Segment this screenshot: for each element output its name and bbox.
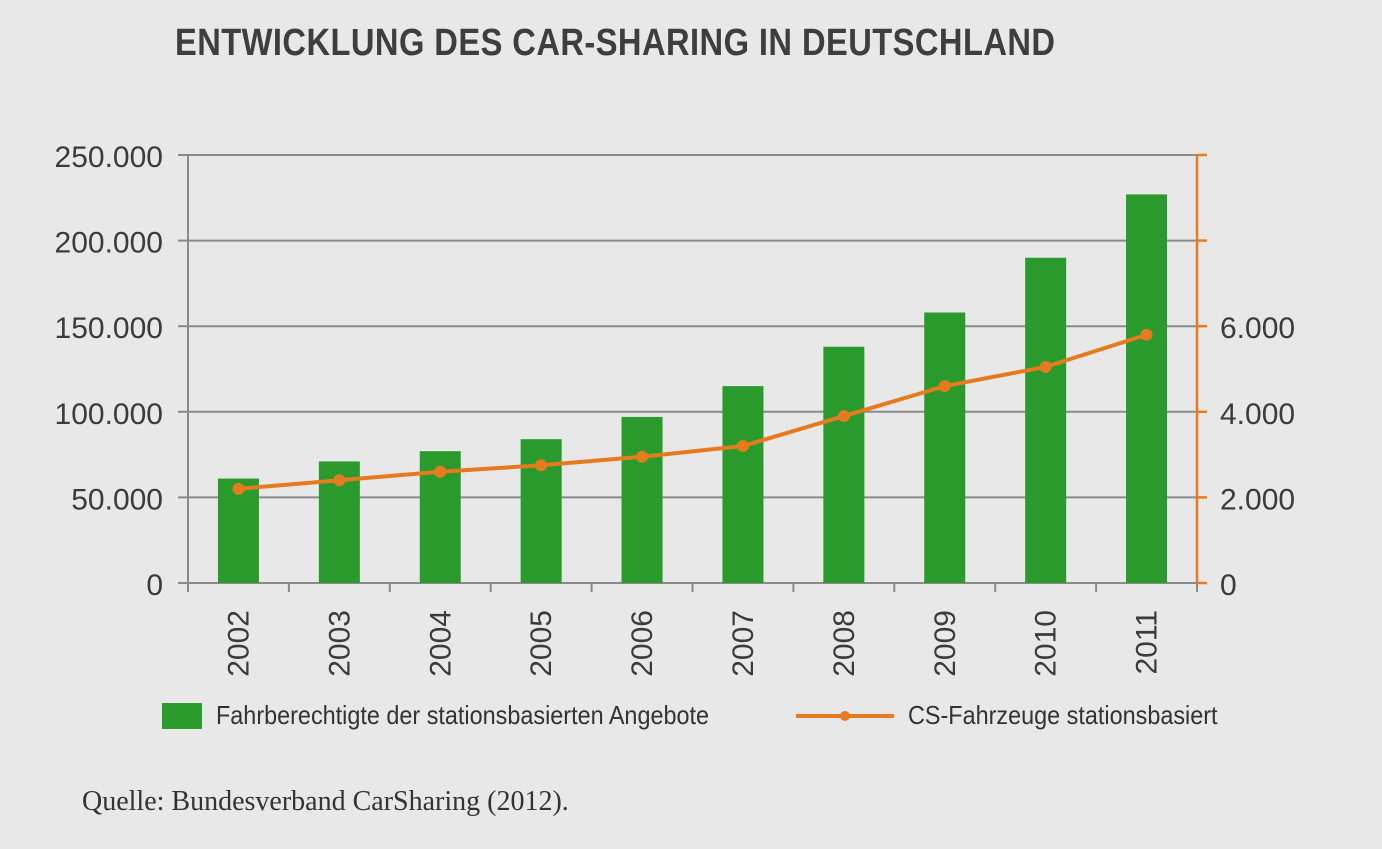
series-line xyxy=(238,332,1148,491)
bar-2010 xyxy=(1025,257,1067,583)
line-point-2004 xyxy=(434,465,447,478)
line-point-2002 xyxy=(232,482,245,495)
left-tick-label: 50.000 xyxy=(71,483,163,516)
bar-2009 xyxy=(924,312,966,583)
left-tick-label: 0 xyxy=(146,569,163,602)
legend-swatch-line-icon xyxy=(796,710,894,721)
right-tick-label: 4.000 xyxy=(1220,398,1295,431)
right-tick-label: 6.000 xyxy=(1220,312,1295,345)
line-point-2003 xyxy=(333,474,346,487)
bar-2011 xyxy=(1126,194,1168,583)
legend-label-bars: Fahrberechtigte der stationsbasierten An… xyxy=(216,700,710,730)
bar-2008 xyxy=(823,346,865,583)
bar-2007 xyxy=(722,386,764,583)
bar-2002 xyxy=(217,478,259,583)
x-tick-label: 2004 xyxy=(424,610,457,677)
left-tick-label: 150.000 xyxy=(55,312,163,345)
line-point-2005 xyxy=(535,459,548,472)
legend-item-bars: Fahrberechtigte der stationsbasierten An… xyxy=(162,700,764,731)
left-tick-label: 100.000 xyxy=(55,398,163,431)
x-tick-label: 2005 xyxy=(525,610,558,677)
legend: Fahrberechtigte der stationsbasierten An… xyxy=(0,700,1382,740)
line-point-2008 xyxy=(837,410,850,423)
x-tick-label: 2008 xyxy=(828,610,861,677)
x-tick-label: 2006 xyxy=(626,610,659,677)
chart-area: 0 50.000 100.000 150.000 200.000 250.000 0 2.00… xyxy=(55,141,1296,677)
x-tick-label: 2007 xyxy=(727,610,760,677)
left-tick-label: 250.000 xyxy=(55,141,163,174)
line-point-2009 xyxy=(938,380,951,393)
bar-2006 xyxy=(621,416,663,583)
legend-swatch-bar-icon xyxy=(162,702,202,729)
chart-title: ENTWICKLUNG DES CAR-SHARING IN DEUTSCHLA… xyxy=(175,22,1056,64)
right-tick-label: 2.000 xyxy=(1220,483,1295,516)
line-point-2010 xyxy=(1039,360,1052,373)
x-tick-label: 2011 xyxy=(1131,610,1164,675)
right-tick-label: 0 xyxy=(1220,569,1237,602)
line-point-2006 xyxy=(636,450,649,463)
x-tick-label: 2002 xyxy=(222,610,255,677)
x-tick-label: 2009 xyxy=(929,610,962,677)
x-tick-label: 2010 xyxy=(1030,610,1063,677)
left-tick-label: 200.000 xyxy=(55,227,163,260)
line-point-2007 xyxy=(736,440,749,453)
x-tick-label: 2003 xyxy=(323,610,356,677)
legend-label-line: CS-Fahrzeuge stationsbasiert xyxy=(908,700,1218,730)
line-point-2011 xyxy=(1140,328,1153,341)
legend-item-line: CS-Fahrzeuge stationsbasiert xyxy=(796,700,1252,731)
source-note: Quelle: Bundesverband CarSharing (2012). xyxy=(82,786,569,817)
